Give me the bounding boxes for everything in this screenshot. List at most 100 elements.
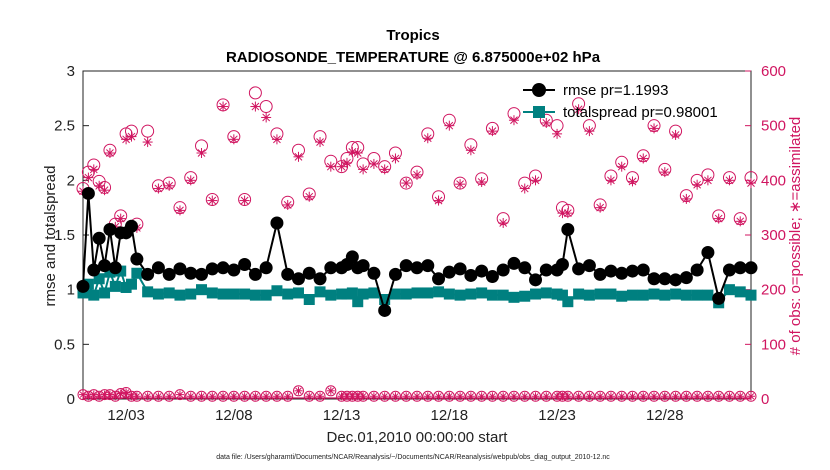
obs-possible-bottom-point bbox=[282, 390, 294, 402]
totalspread-point bbox=[125, 278, 137, 290]
obs-assimilated-bottom-point bbox=[294, 386, 303, 395]
rmse-point bbox=[76, 279, 90, 293]
rmse-point bbox=[636, 263, 650, 277]
obs-assimilated-point bbox=[164, 180, 175, 191]
rmse-point bbox=[248, 267, 262, 281]
totalspread-point bbox=[519, 290, 531, 302]
rmse-point bbox=[195, 267, 209, 281]
totalspread-point bbox=[352, 296, 364, 308]
y-tick-label-right: 100 bbox=[761, 336, 786, 353]
totalspread-point bbox=[465, 288, 477, 300]
legend-spread-label: totalspread pr=0.98001 bbox=[563, 104, 718, 121]
totalspread-point bbox=[476, 287, 488, 299]
obs-possible-bottom-point bbox=[292, 385, 304, 397]
obs-assimilated-point bbox=[115, 213, 126, 224]
rmse-point bbox=[572, 262, 586, 276]
obs-assimilated-point bbox=[670, 129, 681, 140]
obs-possible-bottom-point bbox=[573, 390, 585, 402]
obs-possible-bottom-point bbox=[217, 390, 229, 402]
totalspread-point bbox=[104, 266, 116, 278]
rmse-point bbox=[421, 259, 435, 273]
totalspread-point bbox=[77, 287, 89, 299]
totalspread-point bbox=[271, 285, 283, 297]
obs-assimilated-point bbox=[228, 134, 239, 145]
legend-spread-marker bbox=[533, 106, 545, 118]
obs-assimilated-point bbox=[627, 176, 638, 187]
obs-assimilated-bottom-point bbox=[165, 392, 174, 401]
obs-assimilated-point bbox=[293, 151, 304, 162]
obs-assimilated-bottom-point bbox=[402, 392, 411, 401]
obs-assimilated-point bbox=[282, 199, 293, 210]
obs-assimilated-bottom-point bbox=[660, 392, 669, 401]
totalspread-point bbox=[260, 289, 272, 301]
rmse-point bbox=[669, 273, 683, 287]
y-axis-label-right: # of obs: o=possible; ∗=assimilated bbox=[787, 117, 804, 356]
obs-assimilated-bottom-point bbox=[229, 392, 238, 401]
obs-assimilated-point bbox=[530, 175, 541, 186]
obs-assimilated-point bbox=[358, 164, 369, 175]
obs-possible-bottom-point bbox=[476, 390, 488, 402]
obs-assimilated-point bbox=[444, 120, 455, 131]
rmse-point bbox=[485, 270, 499, 284]
obs-possible-bottom-point bbox=[389, 390, 401, 402]
obs-possible-bottom-point bbox=[325, 385, 337, 397]
totalspread-point bbox=[282, 288, 294, 300]
obs-assimilated-point bbox=[174, 205, 185, 216]
obs-assimilated-bottom-point bbox=[520, 392, 529, 401]
obs-assimilated-bottom-point bbox=[143, 392, 152, 401]
obs-assimilated-point bbox=[207, 195, 218, 206]
obs-possible-bottom-point bbox=[508, 390, 520, 402]
obs-possible-bottom-point bbox=[379, 390, 391, 402]
obs-possible-bottom-point bbox=[734, 390, 746, 402]
rmse-point bbox=[173, 262, 187, 276]
rmse-point bbox=[130, 252, 144, 266]
totalspread-point bbox=[93, 273, 105, 285]
rmse-point bbox=[518, 261, 532, 275]
obs-assimilated-point bbox=[304, 191, 315, 202]
totalspread-point bbox=[594, 288, 606, 300]
rmse-point bbox=[81, 186, 95, 200]
totalspread-point bbox=[562, 296, 574, 308]
legend: rmse pr=1.1993 totalspread pr=0.98001 bbox=[523, 82, 718, 121]
obs-possible-bottom-point bbox=[486, 390, 498, 402]
obs-assimilated-point bbox=[88, 164, 99, 175]
legend-rmse-label: rmse pr=1.1993 bbox=[563, 82, 668, 99]
plot-area bbox=[82, 70, 752, 400]
obs-possible-bottom-point bbox=[465, 390, 477, 402]
totalspread-point bbox=[174, 289, 186, 301]
obs-possible-bottom-point bbox=[605, 390, 617, 402]
obs-assimilated-point bbox=[476, 176, 487, 187]
rmse-point bbox=[658, 272, 672, 286]
obs-possible-bottom-point bbox=[131, 390, 143, 402]
y-tick-label-left: 0.5 bbox=[54, 336, 75, 353]
totalspread-point bbox=[497, 289, 509, 301]
totalspread-point bbox=[616, 290, 628, 302]
obs-assimilated-point bbox=[746, 178, 756, 189]
y-tick-label-right: 400 bbox=[761, 172, 786, 189]
rmse-point bbox=[582, 259, 596, 273]
rmse-point bbox=[378, 303, 392, 317]
obs-assimilated-point bbox=[422, 133, 433, 144]
totalspread-point bbox=[583, 289, 595, 301]
rmse-point bbox=[555, 258, 569, 272]
rmse-point bbox=[205, 262, 219, 276]
obs-assimilated-bottom-point bbox=[434, 392, 443, 401]
totalspread-point bbox=[745, 289, 757, 301]
rmse-point bbox=[690, 263, 704, 277]
totalspread-point bbox=[249, 289, 261, 301]
y-tick-label-right: 200 bbox=[761, 282, 786, 299]
y-axis-right: 0 100 200 300 400 500 600 bbox=[745, 63, 786, 408]
obs-assimilated-point bbox=[713, 213, 724, 224]
totalspread-point bbox=[433, 286, 445, 298]
rmse-point bbox=[108, 261, 122, 275]
obs-assimilated-bottom-point bbox=[606, 392, 615, 401]
y-tick-label-right: 500 bbox=[761, 118, 786, 135]
totalspread-point bbox=[389, 288, 401, 300]
obs-assimilated-bottom-point bbox=[272, 392, 281, 401]
obs-possible-bottom-point bbox=[422, 390, 434, 402]
y-axis-left: 0 0.5 1 1.5 2 2.5 3 bbox=[54, 63, 89, 408]
obs-possible-bottom-point bbox=[723, 390, 735, 402]
obs-assimilated-bottom-point bbox=[671, 392, 680, 401]
rmse-point bbox=[216, 261, 230, 275]
obs-assimilated-bottom-point bbox=[132, 392, 141, 401]
